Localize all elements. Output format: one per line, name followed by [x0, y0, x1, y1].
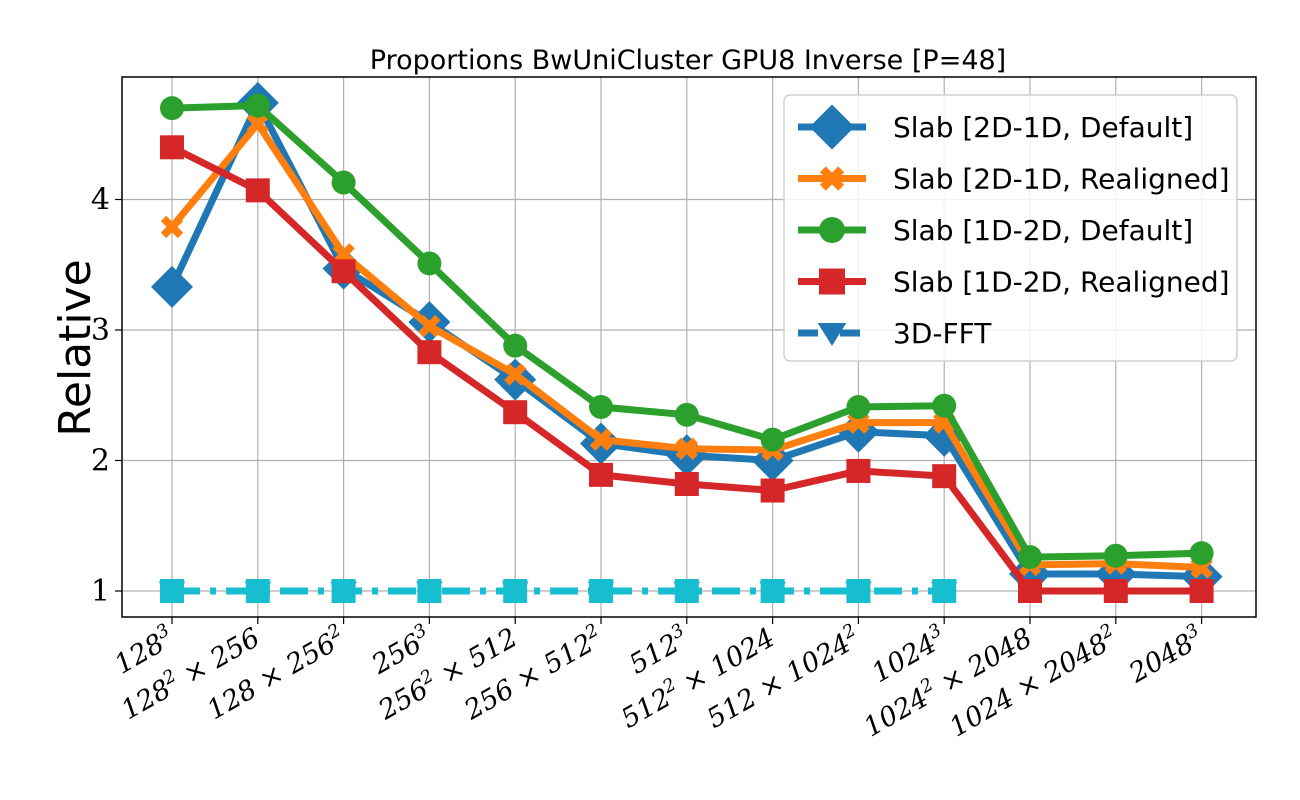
plot-series — [151, 81, 1223, 603]
data-point — [674, 579, 699, 603]
data-point — [503, 579, 528, 603]
data-point — [160, 215, 184, 239]
legend-item: Slab [1D-2D, Realigned] — [798, 266, 1230, 299]
data-point — [675, 437, 699, 460]
legend-marker — [819, 268, 845, 295]
data-point — [1189, 541, 1214, 566]
data-point — [674, 471, 699, 496]
legend-box — [783, 94, 1238, 362]
data-point-bar — [589, 428, 613, 451]
data-point — [245, 579, 270, 603]
data-point — [503, 400, 528, 425]
legend-item: Slab [2D-1D, Default] — [798, 104, 1193, 150]
data-point — [589, 428, 613, 451]
data-point — [846, 579, 871, 603]
y-tick-label: 4 — [91, 183, 110, 218]
y-axis-label: Relative — [50, 259, 101, 436]
data-point — [151, 265, 193, 308]
legend-label: Slab [1D-2D, Default] — [893, 214, 1193, 247]
data-point — [418, 314, 441, 338]
data-point — [245, 93, 270, 118]
data-point-bar — [160, 215, 184, 239]
data-point — [160, 135, 184, 160]
legend-marker — [819, 217, 845, 243]
data-point — [589, 394, 613, 419]
plot-frame — [121, 76, 1257, 618]
data-point — [760, 427, 785, 452]
data-point — [846, 458, 871, 483]
legend-label: 3D-FFT — [893, 317, 992, 350]
data-point-bar — [503, 363, 527, 386]
data-point — [1189, 579, 1214, 603]
legend-item: 3D-FFT — [798, 317, 992, 350]
legend-item: Slab [1D-2D, Default] — [798, 214, 1193, 247]
data-point — [589, 579, 613, 603]
series-2 — [160, 93, 1214, 570]
data-point — [246, 112, 270, 136]
data-point — [589, 462, 613, 487]
data-point — [503, 363, 527, 386]
data-point — [1018, 579, 1042, 603]
y-tick-label: 1 — [91, 574, 110, 609]
data-point — [331, 579, 356, 603]
legend: Slab [2D-1D, Default] Slab [2D-1D, Realig… — [783, 94, 1238, 362]
data-point — [160, 579, 184, 603]
data-point — [417, 340, 442, 365]
legend-marker — [809, 104, 855, 150]
series-overlay — [160, 579, 957, 603]
legend-marker — [817, 322, 847, 346]
data-point — [932, 579, 957, 603]
legend-label: Slab [1D-2D, Realigned] — [893, 266, 1230, 299]
data-point — [417, 579, 442, 603]
data-point — [331, 259, 356, 284]
data-point-bar — [246, 112, 270, 136]
data-point — [160, 96, 184, 121]
legend-item: Slab [2D-1D, Realigned] — [798, 163, 1230, 196]
y-tick-label: 3 — [91, 313, 110, 348]
data-point — [760, 579, 785, 603]
legend-label: Slab [2D-1D, Realigned] — [893, 163, 1230, 196]
data-point — [417, 251, 442, 276]
data-point — [760, 478, 785, 503]
data-point — [245, 178, 270, 203]
legend-label: Slab [2D-1D, Default] — [893, 111, 1193, 144]
series-3 — [160, 135, 1214, 603]
data-point-bar — [418, 314, 441, 338]
data-point — [503, 333, 528, 358]
data-point — [1103, 579, 1128, 603]
data-point — [674, 402, 699, 427]
y-tick-label: 2 — [91, 444, 110, 479]
data-point-bar — [675, 437, 699, 460]
data-point — [932, 464, 957, 489]
legend-marker-bar — [819, 166, 845, 191]
legend-marker — [819, 166, 845, 191]
chart-title: Proportions BwUniCluster GPU8 Inverse [P… — [370, 45, 1006, 76]
data-point — [1018, 545, 1042, 570]
data-point — [932, 393, 957, 418]
data-point — [846, 394, 871, 419]
data-point — [331, 170, 356, 195]
data-point — [1103, 543, 1128, 568]
